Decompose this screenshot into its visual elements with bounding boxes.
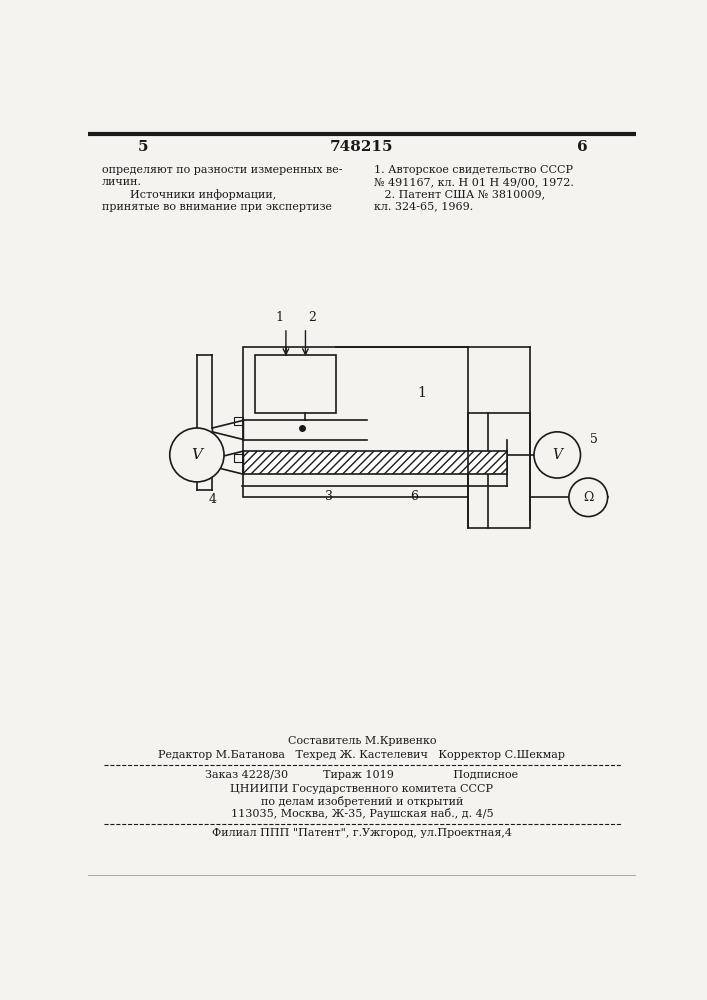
Text: 1: 1: [417, 386, 426, 400]
Text: 5: 5: [137, 140, 148, 154]
Circle shape: [170, 428, 224, 482]
Text: кл. 324-65, 1969.: кл. 324-65, 1969.: [373, 202, 473, 212]
Bar: [234, 454, 243, 462]
Text: 2: 2: [308, 311, 315, 324]
Text: 748215: 748215: [330, 140, 394, 154]
Text: принятые во внимание при экспертизе: принятые во внимание при экспертизе: [103, 202, 332, 212]
Text: по делам изобретений и открытий: по делам изобретений и открытий: [261, 796, 463, 807]
Text: Ω: Ω: [583, 491, 593, 504]
Circle shape: [569, 478, 607, 517]
Text: 6: 6: [577, 140, 588, 154]
Text: 5: 5: [590, 433, 597, 446]
Circle shape: [534, 432, 580, 478]
Text: ЦНИИПИ Государственного комитета СССР: ЦНИИПИ Государственного комитета СССР: [230, 784, 493, 794]
Text: Заказ 4228/30          Тираж 1019                 Подписное: Заказ 4228/30 Тираж 1019 Подписное: [206, 770, 518, 780]
Bar: [255, 355, 337, 413]
Text: Филиал ППП "Патент", г.Ужгород, ул.Проектная,4: Филиал ППП "Патент", г.Ужгород, ул.Проек…: [212, 828, 512, 838]
Text: 1. Авторское свидетельство СССР: 1. Авторское свидетельство СССР: [373, 165, 573, 175]
Text: 2. Патент США № 3810009,: 2. Патент США № 3810009,: [373, 189, 544, 199]
Bar: [243, 451, 507, 474]
Text: Составитель М.Кривенко: Составитель М.Кривенко: [288, 736, 436, 746]
Text: личин.: личин.: [103, 177, 142, 187]
Text: определяют по разности измеренных ве-: определяют по разности измеренных ве-: [103, 165, 343, 175]
Text: 113035, Москва, Ж-35, Раушская наб., д. 4/5: 113035, Москва, Ж-35, Раушская наб., д. …: [230, 808, 493, 819]
Text: V: V: [552, 448, 562, 462]
Text: V: V: [192, 448, 202, 462]
Text: № 491167, кл. Н 01 Н 49/00, 1972.: № 491167, кл. Н 01 Н 49/00, 1972.: [373, 177, 573, 187]
Bar: [243, 347, 468, 497]
Text: 1: 1: [276, 311, 284, 324]
Text: 6: 6: [410, 490, 418, 503]
Bar: [468, 413, 530, 528]
Bar: [243, 451, 507, 474]
Text: 3: 3: [325, 490, 332, 503]
Text: Источники информации,: Источники информации,: [103, 189, 276, 200]
Text: 4: 4: [209, 493, 216, 506]
Text: Редактор М.Батанова   Техред Ж. Кастелевич   Корректор С.Шекмар: Редактор М.Батанова Техред Ж. Кастелевич…: [158, 750, 566, 760]
Bar: [234, 417, 243, 425]
